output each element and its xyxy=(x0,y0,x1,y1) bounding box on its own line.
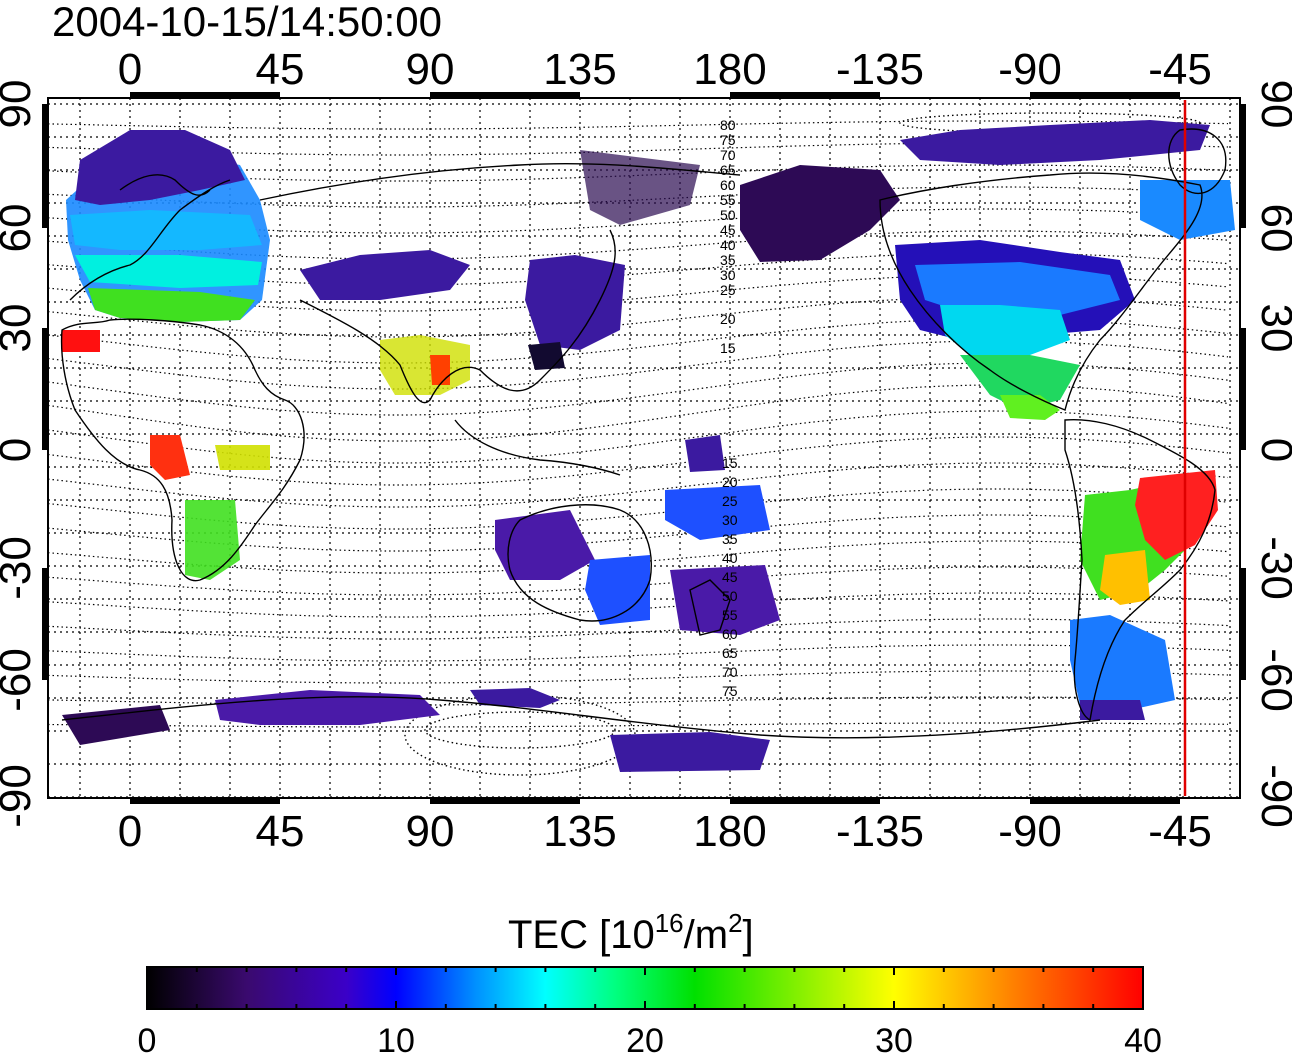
lon-tick-label: 45 xyxy=(256,45,305,94)
colorbar-tick-labels: 0 10 20 30 40 xyxy=(138,1022,1162,1057)
lon-tick-label: -45 xyxy=(1148,45,1212,94)
contour-label: 25 xyxy=(722,493,738,509)
lat-tick-label: -30 xyxy=(1252,536,1292,600)
contour-label: 35 xyxy=(722,531,738,547)
colorbar-tick-label: 30 xyxy=(875,1022,913,1057)
lon-tick-label: 180 xyxy=(693,807,766,856)
contour-label: 80 xyxy=(720,117,736,133)
contour-label: 45 xyxy=(722,569,738,585)
lon-tick-label: -90 xyxy=(998,45,1062,94)
contour-label: 65 xyxy=(720,162,736,178)
contour-label: 70 xyxy=(720,147,736,163)
lon-ticks-bottom: 0 45 90 135 180 -135 -90 -45 xyxy=(118,807,1212,856)
lon-tick-label: -45 xyxy=(1148,807,1212,856)
contour-label: 75 xyxy=(720,132,736,148)
contour-label: 55 xyxy=(722,607,738,623)
lat-tick-label: -90 xyxy=(1252,764,1292,828)
colorbar-tick-label: 10 xyxy=(377,1022,415,1057)
plot-title: 2004-10-15/14:50:00 xyxy=(52,0,442,45)
lon-tick-label: 90 xyxy=(406,807,455,856)
lat-tick-label: -60 xyxy=(1252,648,1292,712)
contour-label: 50 xyxy=(720,207,736,223)
lon-tick-label: -135 xyxy=(836,807,924,856)
lon-ticks-top: 0 45 90 135 180 -135 -90 -45 xyxy=(118,45,1212,94)
lat-tick-label: 30 xyxy=(1252,304,1292,353)
frame-tick-bars xyxy=(42,92,1246,804)
lon-tick-label: 135 xyxy=(543,45,616,94)
lat-tick-label: 60 xyxy=(1252,204,1292,253)
contour-label: 65 xyxy=(722,645,738,661)
lon-tick-label: 0 xyxy=(118,807,142,856)
lat-tick-label: -90 xyxy=(0,764,40,828)
contour-label: 45 xyxy=(720,222,736,238)
lat-tick-label: 30 xyxy=(0,304,40,353)
contour-label: 40 xyxy=(720,237,736,253)
lat-tick-label: 60 xyxy=(0,204,40,253)
contour-labels-south: 15 20 25 30 35 40 45 50 55 60 65 70 75 xyxy=(722,455,738,699)
lon-tick-label: -135 xyxy=(836,45,924,94)
contour-label: 20 xyxy=(720,311,736,327)
lat-tick-label: 90 xyxy=(0,80,40,129)
contour-label: 75 xyxy=(722,683,738,699)
colorbar-tick-marks xyxy=(146,967,1144,1009)
coastlines xyxy=(60,128,1227,739)
lat-tick-label: 0 xyxy=(1252,438,1292,462)
lon-tick-label: 135 xyxy=(543,807,616,856)
lat-tick-label: 90 xyxy=(1252,80,1292,129)
contour-label: 60 xyxy=(722,626,738,642)
contour-label: 20 xyxy=(722,474,738,490)
contour-label: 55 xyxy=(720,192,736,208)
lon-tick-label: -90 xyxy=(998,807,1062,856)
tec-data-patches xyxy=(62,120,1235,772)
contour-label: 60 xyxy=(720,177,736,193)
colorbar-tick-label: 20 xyxy=(626,1022,664,1057)
contour-label: 40 xyxy=(722,550,738,566)
lat-ticks-right: 90 60 30 0 -30 -60 -90 xyxy=(1252,80,1292,828)
colorbar-tick-label: 40 xyxy=(1124,1022,1162,1057)
colorbar-title: TEC [1016/m2] xyxy=(508,908,754,957)
contour-label: 15 xyxy=(722,455,738,471)
lon-tick-label: 0 xyxy=(118,45,142,94)
contour-label: 50 xyxy=(722,588,738,604)
lat-tick-label: -60 xyxy=(0,648,40,712)
lat-tick-label: 0 xyxy=(0,438,40,462)
lat-tick-label: -30 xyxy=(0,536,40,600)
lon-tick-label: 45 xyxy=(256,807,305,856)
contour-label: 70 xyxy=(722,664,738,680)
lon-tick-label: 180 xyxy=(693,45,766,94)
contour-label: 30 xyxy=(722,512,738,528)
contour-label: 15 xyxy=(720,340,736,356)
contour-label: 35 xyxy=(720,252,736,268)
lat-ticks-left: 90 60 30 0 -30 -60 -90 xyxy=(0,80,40,828)
contour-label: 25 xyxy=(720,282,736,298)
lon-tick-label: 90 xyxy=(406,45,455,94)
colorbar-tick-label: 0 xyxy=(138,1022,157,1057)
contour-label: 30 xyxy=(720,267,736,283)
